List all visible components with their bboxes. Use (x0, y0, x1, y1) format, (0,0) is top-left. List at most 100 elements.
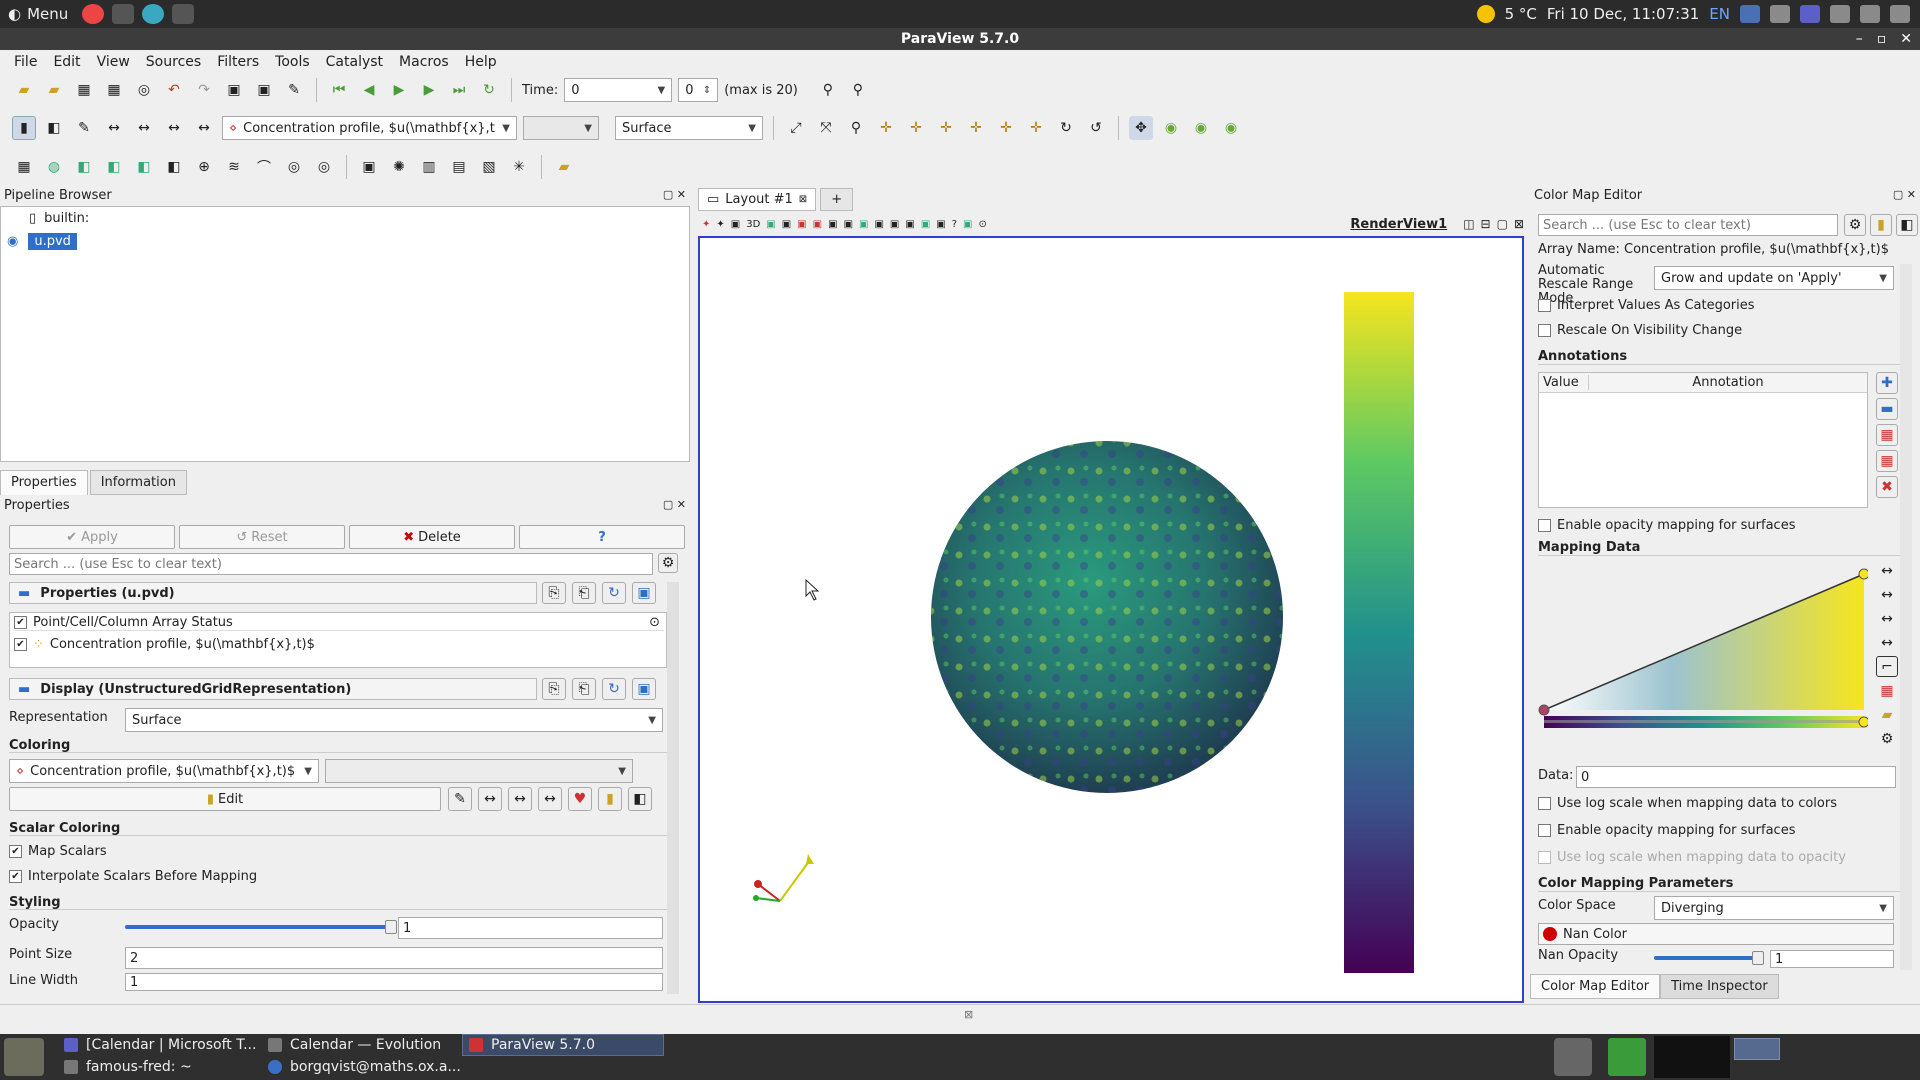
rotate-plus-90-icon[interactable]: ↻ (1060, 120, 1072, 136)
point-size-input[interactable]: 2 (125, 947, 663, 969)
colorbar-edit-icon[interactable]: ◧ (628, 787, 652, 811)
save-icon[interactable]: ▣ (632, 582, 656, 604)
menu-macros[interactable]: Macros (399, 54, 449, 70)
rescale-visibility-row[interactable]: Rescale On Visibility Change (1538, 323, 1742, 338)
opacity-mapping2-row[interactable]: Enable opacity mapping for surfaces (1538, 823, 1795, 838)
menu-view[interactable]: View (96, 54, 130, 70)
browser-icon[interactable] (142, 4, 165, 24)
capture-icon[interactable]: ✦ (702, 218, 711, 230)
interpolate-checkbox[interactable]: ✔ (9, 870, 22, 883)
add-visible-values-icon[interactable]: ▦ (1876, 450, 1898, 472)
3d-toggle-button[interactable]: 3D (746, 218, 761, 230)
favorite-icon[interactable]: ♥ (568, 787, 592, 811)
panel-float-close-icon[interactable]: ▢ ✕ (662, 188, 686, 201)
cam-undo-icon[interactable]: ✦ (716, 218, 725, 230)
query-icon[interactable]: ? (951, 218, 958, 230)
colorbar-icon[interactable]: ▮ (598, 787, 622, 811)
save-icon[interactable]: ▣ (632, 678, 656, 700)
view-minus-x-icon[interactable]: ✛ (910, 120, 922, 136)
palette-icon[interactable]: ✎ (288, 82, 300, 98)
colormap-search-input[interactable]: Search ... (use Esc to clear text) (1538, 214, 1838, 236)
zoom-box-icon[interactable]: ⚲ (850, 120, 862, 136)
log-colors-checkbox[interactable] (1538, 797, 1551, 810)
view-plus-x-icon[interactable]: ✛ (880, 120, 892, 136)
log-opacity-row[interactable]: Use log scale when mapping data to opaci… (1538, 850, 1846, 865)
nan-opacity-slider[interactable] (1654, 951, 1764, 965)
copy-icon[interactable]: ⎘ (542, 678, 566, 700)
interpret-categories-row[interactable]: Interpret Values As Categories (1538, 298, 1755, 313)
maximize-view-icon[interactable]: ▢ (1496, 217, 1508, 231)
teams-tray-icon[interactable] (1800, 5, 1820, 23)
calculator-icon[interactable]: ▦ (17, 159, 31, 175)
workspace-switcher[interactable] (1734, 1038, 1780, 1060)
delete-button[interactable]: ✖ Delete (349, 525, 515, 549)
edit-colormap-button[interactable]: ▮ Edit (9, 787, 441, 811)
play-icon[interactable]: ▶ (393, 82, 405, 98)
colormap-scrollbar[interactable] (1900, 264, 1912, 970)
link-icon[interactable]: ▣ (920, 218, 931, 230)
rescale-custom-icon[interactable]: ↔ (508, 787, 532, 811)
sort-icon[interactable]: ⊙ (649, 615, 660, 630)
paste-icon[interactable]: ⎗ (572, 582, 596, 604)
render-view[interactable] (698, 236, 1524, 1003)
remove-annotation-icon[interactable]: ▬ (1876, 398, 1898, 420)
rescale-range-icon[interactable]: ↔ (108, 120, 120, 136)
screenshot-icon[interactable]: ▣ (257, 82, 271, 98)
annotations-table[interactable]: Value Annotation (1538, 372, 1868, 508)
settings-icon[interactable]: ⊙ (978, 218, 987, 230)
logout-icon[interactable] (1608, 1038, 1646, 1076)
time-tool-icon[interactable]: ⚲ (822, 82, 833, 98)
clock-applet-icon[interactable] (1554, 1038, 1592, 1076)
auto-rescale-select[interactable]: Grow and update on 'Apply' ▼ (1654, 266, 1894, 290)
menu-tools[interactable]: Tools (275, 54, 310, 70)
log-colors-row[interactable]: Use log scale when mapping data to color… (1538, 796, 1837, 811)
close-icon[interactable]: ✕ (1900, 31, 1912, 47)
array-combo[interactable]: ⋄ Concentration profile, $u(\mathbf{x},t)… (222, 116, 517, 140)
tab-time-inspector[interactable]: Time Inspector (1660, 974, 1779, 999)
log-opacity-checkbox[interactable] (1538, 851, 1551, 864)
close-icon[interactable]: ⊠ (964, 1008, 974, 1021)
nan-opacity-slider-handle[interactable] (1752, 951, 1764, 965)
task-teams-calendar[interactable]: [Calendar | Microsoft T... (58, 1034, 262, 1056)
display-tray-icon[interactable] (1830, 5, 1850, 23)
rescale-custom-icon[interactable]: ↔ (1881, 586, 1893, 603)
toggle-colorbar-icon[interactable]: ▮ (12, 116, 36, 140)
group-icon[interactable]: ◎ (287, 159, 301, 175)
pipeline-item-builtin[interactable]: ▯ builtin: (29, 211, 89, 226)
view-plus-y-icon[interactable]: ✛ (940, 120, 952, 136)
menu-file[interactable]: File (14, 54, 38, 70)
interaction-mode-icon[interactable]: ✥ (1129, 116, 1153, 140)
checkbox-array[interactable]: ✔ (14, 638, 27, 651)
advanced-gear-icon[interactable]: ⚙ (1880, 730, 1894, 747)
ruler-icon[interactable]: ▰ (558, 159, 570, 175)
tab-layout-1[interactable]: ▭ Layout #1 ⊠ (698, 188, 817, 211)
loop-icon[interactable]: ↻ (483, 82, 495, 98)
tab-information[interactable]: Information (89, 470, 187, 495)
annotations-col-annotation[interactable]: Annotation (1692, 375, 1764, 390)
collapse-icon[interactable]: ▬ (18, 681, 31, 697)
nan-opacity-input[interactable]: 1 (1770, 950, 1894, 968)
axes-grid-icon[interactable]: ✳ (513, 159, 525, 175)
shrink-icon[interactable]: ▣ (889, 218, 900, 230)
interpret-categories-checkbox[interactable] (1538, 299, 1551, 312)
help-button[interactable]: ? (519, 525, 685, 549)
grow-icon[interactable]: ▣ (874, 218, 884, 230)
representation-combo[interactable]: Surface ▼ (615, 116, 763, 140)
panel-float-close-icon[interactable]: ▢ ✕ (1892, 188, 1916, 201)
volume-icon[interactable] (1860, 5, 1880, 23)
weather-text[interactable]: 5 °C (1504, 5, 1537, 23)
representation-select[interactable]: Surface ▼ (125, 708, 663, 732)
delete-annotations-icon[interactable]: ✖ (1876, 476, 1898, 498)
opacity-mapping2-checkbox[interactable] (1538, 824, 1551, 837)
reload-icon[interactable]: ↻ (602, 582, 626, 604)
opacity-input[interactable]: 1 (398, 917, 663, 939)
gear-icon[interactable]: ⚙ (1844, 214, 1866, 236)
pipeline-item-upvd[interactable]: ◉ u.pvd (7, 233, 77, 250)
extract-level-icon[interactable]: ◎ (317, 159, 331, 175)
opacity-mapping-row[interactable]: Enable opacity mapping for surfaces (1538, 518, 1795, 533)
nan-color-button[interactable]: Nan Color (1538, 923, 1894, 945)
rescale-time-icon[interactable]: ↔ (538, 787, 562, 811)
network-tray-icon[interactable] (1770, 5, 1790, 23)
contour-icon[interactable]: ◍ (47, 159, 61, 175)
glyph-icon[interactable]: ⊕ (198, 159, 210, 175)
